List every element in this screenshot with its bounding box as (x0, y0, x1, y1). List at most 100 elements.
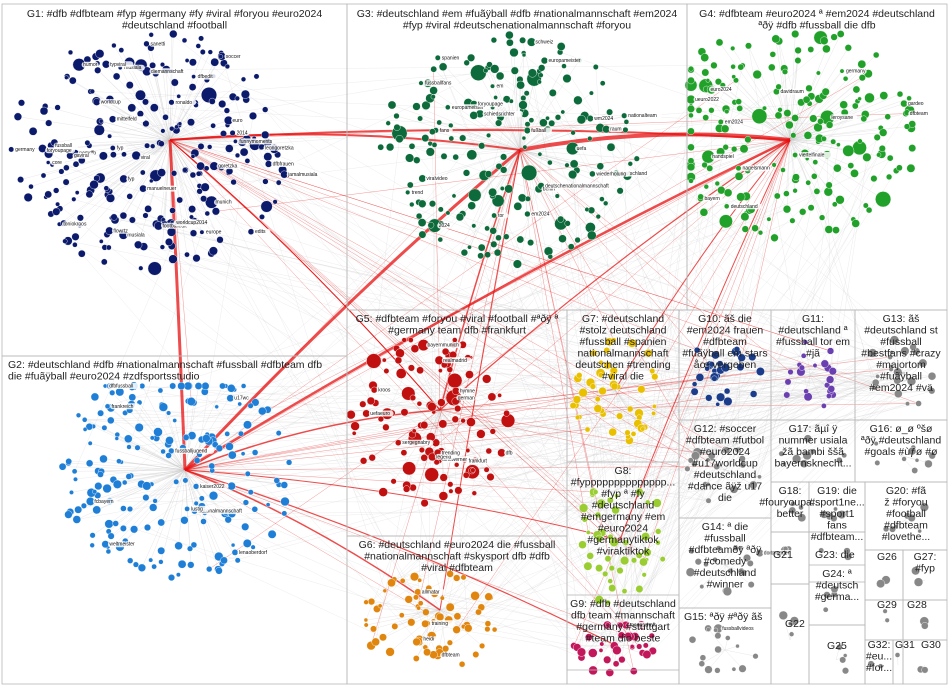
g3-node (477, 243, 486, 252)
node-label: fussballvideos (722, 626, 754, 632)
g3-node (538, 64, 546, 72)
g15-node (735, 643, 740, 649)
edge-471 (439, 409, 493, 432)
g24-node (823, 591, 831, 599)
edge-188 (184, 469, 225, 515)
g1-node (229, 129, 236, 136)
edge-1041 (212, 101, 648, 655)
g4-node (811, 173, 818, 180)
g6-node (363, 622, 369, 628)
node-label-bg (237, 138, 274, 145)
edge-688 (826, 223, 856, 386)
g7-node (608, 427, 617, 437)
g3-node (490, 240, 498, 248)
edge-86 (169, 122, 192, 141)
g1-node (72, 160, 80, 168)
edge-277 (519, 118, 591, 151)
g1-node (39, 106, 49, 116)
g15-label-line: G15: ªðÿ #ªðÿ ãš (684, 611, 762, 623)
g4-node (879, 91, 889, 100)
node-label-bg (626, 112, 662, 119)
g7-node (651, 410, 656, 416)
g2-node (157, 387, 164, 394)
g2-node (81, 417, 88, 423)
edge-717 (690, 69, 891, 358)
g19-node (830, 514, 838, 522)
g4-node (739, 144, 749, 154)
g4-node (794, 46, 802, 55)
g5-node (465, 448, 471, 453)
g5-node (401, 337, 407, 343)
g2-label: G2: #deutschland #dfb #nationalmannschaf… (8, 359, 322, 383)
g3-node (527, 239, 534, 247)
g6-node (491, 626, 498, 633)
g20-label-line: ž #foryou (884, 497, 927, 509)
g1-node (188, 58, 197, 67)
g2-node (126, 444, 132, 450)
g5-node (420, 499, 429, 508)
g11-label-line: #fussball tor em (776, 336, 850, 348)
g7-node (598, 386, 607, 396)
edge-1019 (581, 399, 598, 653)
edge-880 (472, 449, 727, 472)
edge-982 (610, 484, 754, 501)
node-label-bg (534, 39, 557, 46)
edge-7 (169, 34, 172, 141)
g2-node (193, 500, 199, 506)
edge-173 (62, 466, 186, 471)
edge-947 (597, 398, 728, 402)
node-label: flowrtz (113, 228, 128, 234)
g15-node (699, 654, 707, 661)
g4-node (842, 144, 855, 157)
g25-label-line: G25 (827, 640, 847, 652)
g5-node (390, 478, 397, 485)
edge-730 (740, 350, 831, 368)
g8-node (607, 533, 614, 541)
g2-node (165, 452, 172, 459)
node-label-bg (149, 68, 188, 75)
g2-node (74, 505, 83, 514)
g15-node (713, 627, 719, 633)
g7-node (637, 385, 646, 394)
g10-node (723, 396, 733, 406)
g19-node (837, 510, 847, 519)
g4-node (703, 184, 709, 190)
g8-node (586, 552, 594, 560)
edge-1050 (403, 452, 443, 599)
g8-node (620, 556, 630, 566)
edge-415 (739, 108, 791, 141)
g4-node (812, 159, 819, 165)
g12-label-line: die (718, 492, 732, 504)
edge-1030 (587, 403, 726, 430)
g2-node (201, 382, 210, 391)
g1-node (195, 43, 202, 49)
g8-node (635, 585, 644, 593)
g9-node (588, 648, 598, 658)
node-label-bg (496, 212, 509, 219)
g7-node (627, 405, 634, 413)
g22-label-line: G22 (785, 618, 805, 630)
g7-node (627, 338, 637, 348)
g3-label: G3: #deutschland #em #fuãÿball #dfb #nat… (357, 8, 678, 32)
g3-node (429, 86, 438, 95)
edge-458 (435, 409, 441, 443)
g4-node (714, 78, 722, 86)
edge-620 (724, 449, 738, 471)
edge-862 (480, 255, 617, 664)
g3-node (513, 201, 523, 211)
g1-node (55, 201, 60, 207)
g2-node (227, 481, 236, 491)
g1-node (74, 190, 80, 195)
edge-524 (614, 389, 640, 414)
edge-836 (801, 367, 912, 382)
g7-node (569, 402, 577, 409)
g3-node (528, 117, 535, 123)
g14-node (746, 560, 754, 567)
node-label-bg (224, 53, 244, 60)
g15-node (698, 660, 705, 667)
edge-651 (899, 454, 918, 461)
g1-node (71, 196, 77, 202)
edge-923 (75, 379, 831, 480)
g2-label-line: G2: #deutschland #dfb #nationalmannschaf… (8, 359, 322, 371)
g13-node (927, 372, 937, 381)
